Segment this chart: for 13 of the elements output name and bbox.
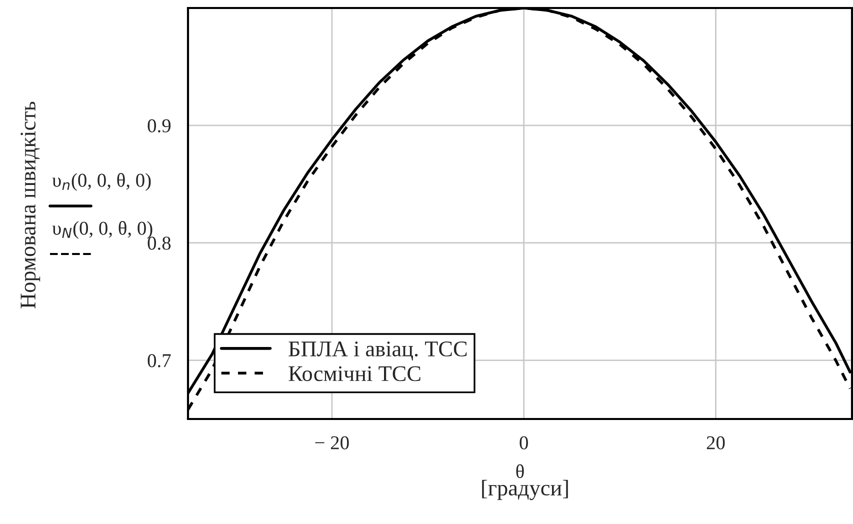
text: Нормована швидкість	[20, 102, 40, 308]
y-tick-label: 0.7	[148, 354, 171, 368]
y-tick-label: 0.8	[148, 236, 171, 250]
text: υ$_{n}$(0, 0, θ, 0)	[52, 173, 151, 191]
x-tick-label: 0	[520, 436, 528, 450]
x-tick-label: 20	[706, 436, 725, 450]
y-tick-label: 0.9	[148, 119, 171, 132]
text: [градуси]	[482, 480, 568, 500]
legend-label: БПЛА і авіац. ТСС	[288, 341, 467, 360]
text: υ$_{N}$(0, 0, θ, 0)	[52, 221, 152, 239]
x-tick-label: − 20	[315, 436, 349, 450]
x-axis-title: θ	[516, 464, 524, 478]
legend-label: Космічні ТСС	[288, 366, 420, 382]
